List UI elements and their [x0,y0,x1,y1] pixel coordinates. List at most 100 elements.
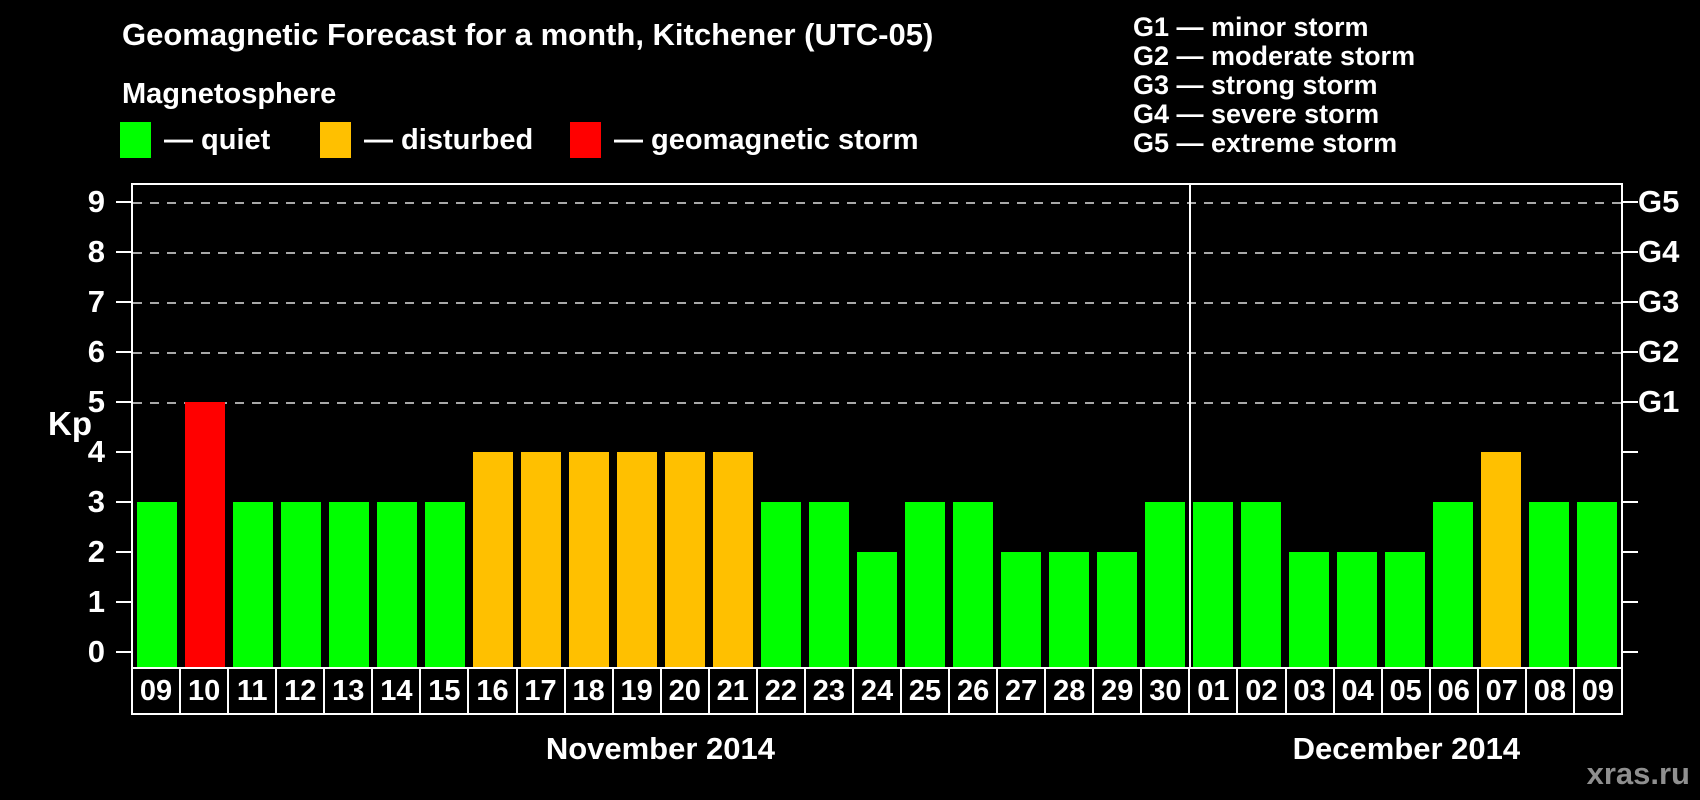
day-column [373,185,421,667]
day-label-cell: 13 [323,669,371,713]
g2-legend-line: G2 — moderate storm [1133,41,1416,71]
day-label-cell: 11 [227,669,275,713]
day-column [325,185,373,667]
day-label-cell: 19 [611,669,660,713]
y-axis-label: 7 [87,284,105,319]
y-axis-label: 5 [87,384,105,419]
day-column [1333,185,1381,667]
g-level-label-g2: G2 [1638,334,1680,369]
legend-label-storm: — geomagnetic storm [614,123,919,156]
y-axis-label: 9 [87,184,105,219]
day-column [1285,185,1333,667]
day-label-cell: 10 [179,669,227,713]
day-label-cell: 21 [707,669,756,713]
month-label: December 2014 [1292,731,1521,766]
day-label-row: 09 10 11 12 13 14 15 16 17 18 19 20 21 22 23 24 25 26 27 28… [131,667,1623,715]
right-axis-tick [1623,551,1638,553]
right-axis-tick [1623,651,1638,653]
kp-bar-disturbed [712,452,754,667]
kp-bar-quiet [1528,502,1570,667]
day-label-cell: 29 [1092,669,1140,713]
gridline-kp6 [133,352,1621,354]
day-column [229,185,277,667]
gridline-kp8 [133,252,1621,254]
day-label-cell: 02 [1236,669,1284,713]
day-label-cell: 22 [755,669,804,713]
kp-bar-disturbed [664,452,706,667]
disturbed-color-swatch [320,122,351,158]
y-axis-label: 4 [87,434,105,469]
kp-bar-quiet [1000,552,1042,667]
kp-bar-disturbed [472,452,514,667]
kp-bar-quiet [1336,552,1378,667]
kp-bar-quiet [952,502,994,667]
left-axis-tick [116,401,131,403]
kp-bar-quiet [136,502,178,667]
day-label-cell: 09 [1572,669,1621,713]
day-label-cell: 23 [803,669,852,713]
left-axis-tick [116,201,131,203]
kp-bar-quiet [1144,502,1186,667]
kp-bar-quiet [1240,502,1282,667]
month-separator [1188,183,1191,667]
legend-label-disturbed: — disturbed [364,123,534,156]
day-column [1189,185,1237,667]
day-label-cell: 05 [1380,669,1429,713]
left-axis-tick [116,501,131,503]
month-label: November 2014 [545,731,775,766]
kp-bar-quiet [1048,552,1090,667]
g-level-label-g1: G1 [1638,384,1680,419]
day-column [997,185,1045,667]
day-label-cell: 14 [371,669,419,713]
day-column [1525,185,1573,667]
kp-bar-quiet [1384,552,1426,667]
storm-color-swatch [570,122,601,158]
day-label-cell: 09 [139,674,173,707]
g5-legend-line: G5 — extreme storm [1133,128,1398,158]
day-column [709,185,757,667]
kp-bar-quiet [1096,552,1138,667]
day-label-cell: 16 [467,669,515,713]
day-column [661,185,709,667]
day-column [1429,185,1477,667]
g3-legend-line: G3 — strong storm [1133,70,1378,100]
y-axis-label: 1 [87,584,105,619]
kp-bar-quiet [904,502,946,667]
day-column [1093,185,1141,667]
kp-bar-quiet [424,502,466,667]
right-axis-tick [1623,251,1638,253]
day-label-cell: 15 [419,669,467,713]
day-column [469,185,517,667]
day-column [1045,185,1093,667]
day-label-cell: 25 [900,669,948,713]
day-column [421,185,469,667]
day-column [1477,185,1525,667]
g1-legend-line: G1 — minor storm [1133,12,1369,42]
subtitle-magnetosphere: Magnetosphere [122,78,337,110]
kp-bar-disturbed [568,452,610,667]
day-column [181,185,229,667]
left-axis-tick [116,451,131,453]
left-axis-tick [116,351,131,353]
day-label-cell: 18 [563,669,612,713]
day-column [1573,185,1621,667]
day-column [277,185,325,667]
g-level-label-g3: G3 [1638,284,1680,319]
day-label-cell: 03 [1284,669,1333,713]
day-label-cell: 27 [996,669,1044,713]
left-axis-tick [116,651,131,653]
left-axis-tick [116,301,131,303]
kp-bar-quiet [1288,552,1330,667]
y-axis-label: 0 [87,634,105,669]
y-axis-label: 8 [87,234,105,269]
kp-bar-quiet [856,552,898,667]
kp-bar-quiet [808,502,850,667]
day-label-cell: 06 [1428,669,1477,713]
right-axis-tick [1623,301,1638,303]
right-axis-tick [1623,401,1638,403]
kp-bar-disturbed [616,452,658,667]
day-label-cell: 20 [659,669,708,713]
kp-bar-quiet [280,502,322,667]
right-axis-tick [1623,601,1638,603]
left-axis-tick [116,251,131,253]
